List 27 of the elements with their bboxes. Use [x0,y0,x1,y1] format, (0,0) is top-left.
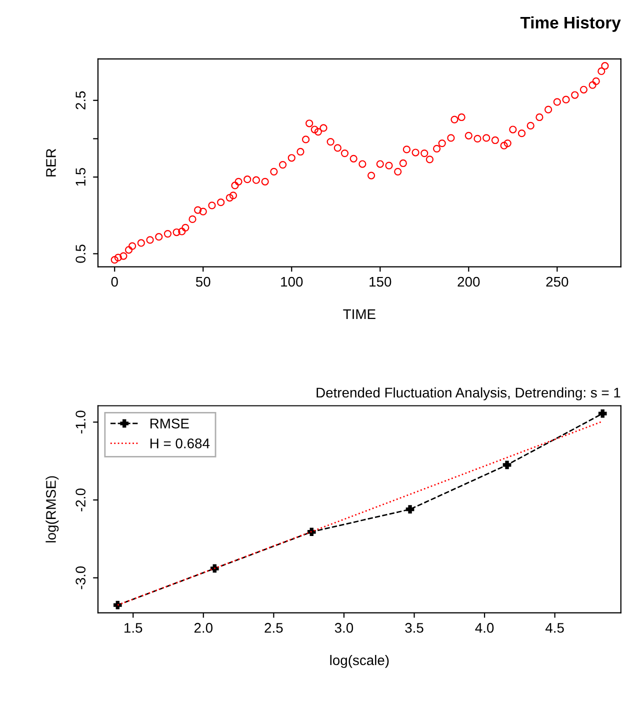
x-tick-label: 1.5 [124,623,142,633]
x-tick-label: 100 [281,276,303,287]
x-tick-label: 150 [370,276,392,287]
x-tick-label: 4.0 [475,622,494,633]
y-tick-label: 0.5 [76,244,86,263]
y-tick-label: -3.0 [76,566,86,590]
x-axis-title: log(scale) [330,654,389,668]
x-tick-label: 3.5 [405,622,424,633]
chart-title: Time History [520,16,621,32]
x-tick-label: 4.5 [545,623,564,633]
x-tick-label: 250 [546,276,568,287]
y-tick-label: 1.5 [76,168,86,186]
x-axis-title: TIME [343,309,376,319]
legend-label: H = 0.684 [150,438,210,448]
x-tick-label: 200 [458,276,480,287]
y-tick-label: -1.0 [76,410,86,434]
y-tick-label: -2.0 [76,488,86,512]
x-tick-label: 0 [111,276,118,287]
y-axis-title: RER [46,148,56,176]
chart-title: Detrended Fluctuation Analysis, Detrending: s = 1 [316,387,620,400]
x-tick-label: 2.0 [194,622,213,633]
y-tick-label: 2.5 [76,91,86,110]
legend-label: RMSE [150,418,189,428]
x-tick-label: 3.0 [334,622,354,633]
x-tick-label: 2.5 [264,622,283,633]
y-axis-title: log(RMSE) [46,476,59,542]
x-tick-label: 50 [196,276,210,287]
